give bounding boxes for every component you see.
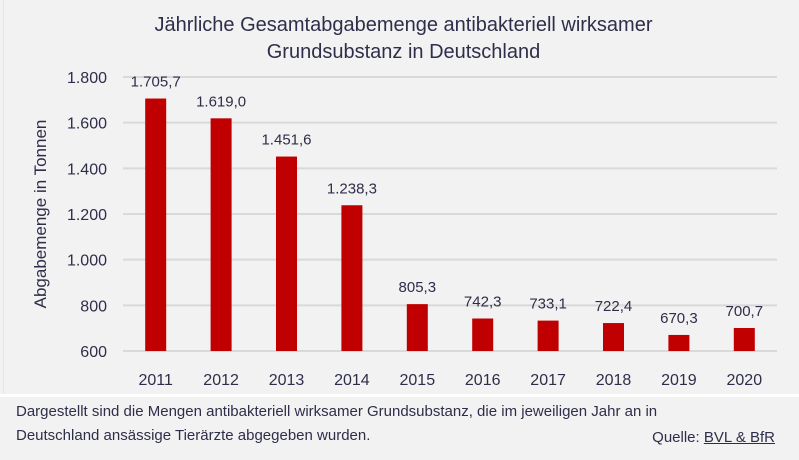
data-label: 1.619,0 (196, 93, 246, 110)
source-label: Quelle: (652, 429, 704, 446)
x-tick-label: 2013 (269, 372, 305, 389)
y-axis-ticks: 600 800 1.000 1.200 1.400 1.600 1.800 (67, 70, 107, 361)
x-tick-label: 2012 (203, 372, 239, 389)
y-tick-label: 1.600 (67, 116, 107, 133)
data-label: 733,1 (529, 296, 567, 313)
footer-note-line1: Dargestellt sind die Mengen antibakterie… (16, 403, 658, 420)
x-tick-label: 2019 (661, 372, 697, 389)
bar (341, 205, 363, 351)
footer-note-line2: Deutschland ansässige Tierärzte abgegebe… (16, 427, 371, 444)
source-link[interactable]: BVL & BfR (703, 429, 775, 446)
x-tick-label: 2017 (530, 372, 566, 389)
y-tick-label: 1.200 (67, 207, 107, 224)
data-label: 1.705,7 (131, 74, 181, 91)
gridlines (123, 76, 777, 352)
bar (145, 98, 167, 351)
bar (668, 334, 690, 351)
x-tick-label: 2015 (400, 372, 436, 389)
data-label: 670,3 (660, 310, 698, 327)
chart-title-line1: Jährliche Gesamtabgabemenge antibakterie… (154, 14, 653, 36)
data-label: 1.451,6 (261, 132, 311, 149)
data-label: 805,3 (399, 279, 437, 296)
bar (603, 323, 624, 351)
x-tick-label: 2018 (596, 372, 632, 389)
data-label: 1.238,3 (327, 180, 377, 197)
separator (0, 394, 799, 397)
chart-container: Jährliche Gesamtabgabemenge antibakterie… (3, 0, 799, 395)
y-tick-label: 1.000 (67, 253, 107, 270)
x-tick-label: 2011 (138, 372, 173, 389)
bar (537, 320, 559, 351)
source-credit: Quelle: BVL & BfR (652, 429, 775, 446)
chart-title-line2: Grundsubstanz in Deutschland (266, 41, 541, 63)
bars (145, 98, 755, 351)
footer: Dargestellt sind die Mengen antibakterie… (0, 397, 799, 460)
y-tick-label: 600 (80, 344, 107, 361)
y-tick-label: 800 (80, 298, 107, 315)
data-label: 742,3 (464, 294, 502, 311)
y-axis-label: Abgabemenge in Tonnen (31, 120, 50, 309)
x-tick-label: 2014 (334, 372, 370, 389)
x-tick-label: 2020 (727, 372, 763, 389)
value-labels: 1.705,7 1.619,0 1.451,6 1.238,3 805,3 742,3 73… (131, 74, 763, 327)
bar (472, 318, 494, 351)
x-tick-label: 2016 (465, 372, 501, 389)
data-label: 700,7 (726, 303, 764, 320)
bar (406, 304, 428, 351)
x-axis-ticks: 2011 2012 2013 2014 2015 2016 2017 2018 2019 2020 (138, 372, 762, 389)
bar (276, 156, 297, 351)
y-tick-label: 1.400 (67, 161, 107, 178)
data-label: 722,4 (595, 298, 633, 315)
y-tick-label: 1.800 (67, 70, 107, 87)
bar (733, 328, 755, 351)
bar (210, 118, 232, 351)
